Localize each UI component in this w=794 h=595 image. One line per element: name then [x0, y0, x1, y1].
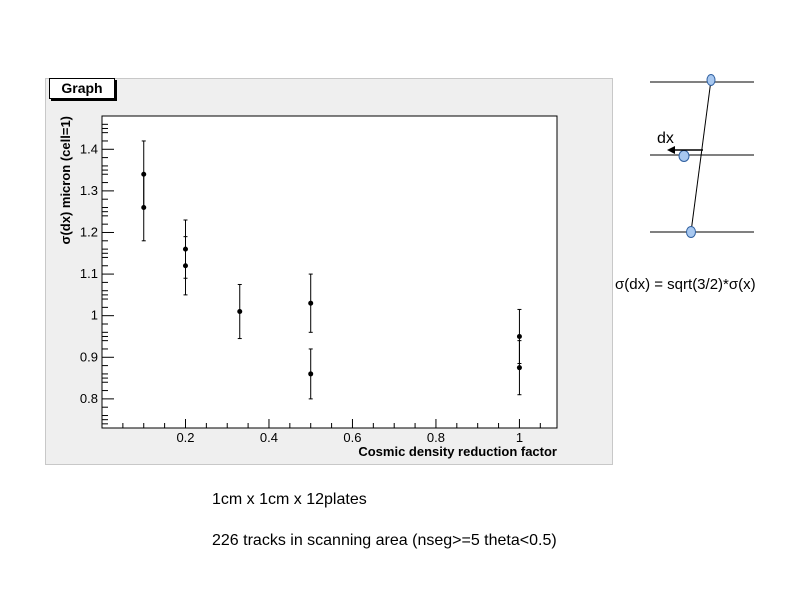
- data-point: [516, 365, 522, 371]
- segment-middle: [678, 150, 690, 162]
- caption-tracks: 226 tracks in scanning area (nseg>=5 the…: [212, 532, 557, 549]
- data-point: [308, 300, 314, 306]
- graph-title: Graph: [49, 78, 115, 99]
- track-line: [690, 79, 712, 233]
- caption-plates: 1cm x 1cm x 12plates: [212, 491, 367, 508]
- data-point: [308, 371, 314, 377]
- x-axis-label: Cosmic density reduction factor: [358, 444, 557, 459]
- y-tick-label: 1.3: [80, 183, 98, 198]
- y-tick-label: 1.1: [80, 266, 98, 281]
- data-point: [182, 263, 188, 269]
- y-axis-ticks: 0.8 0.9 1 1.1 1.2 1.3 1.4: [80, 115, 114, 425]
- data-point: [141, 205, 147, 211]
- track-diagram: dx σ(dx) = sqrt(3/2)*σ(x): [615, 74, 756, 293]
- y-tick-label: 0.8: [80, 391, 98, 406]
- dx-arrowhead: [667, 146, 675, 154]
- data-point: [237, 309, 243, 315]
- dx-label: dx: [657, 130, 674, 147]
- y-tick-label: 1.2: [80, 224, 98, 239]
- x-tick-label: 0.6: [343, 430, 361, 445]
- x-tick-label: 1: [516, 430, 523, 445]
- y-tick-label: 1: [91, 308, 98, 323]
- y-axis-label: σ(dx) micron (cell=1): [58, 116, 73, 244]
- plot-frame: [101, 115, 558, 429]
- x-tick-label: 0.8: [427, 430, 445, 445]
- y-tick-label: 1.4: [80, 141, 98, 156]
- data-point: [516, 333, 522, 339]
- data-points: [141, 140, 522, 400]
- formula-text: σ(dx) = sqrt(3/2)*σ(x): [615, 276, 756, 293]
- y-tick-label: 0.9: [80, 349, 98, 364]
- x-tick-label: 0.4: [260, 430, 278, 445]
- segment-top: [706, 74, 716, 86]
- segment-bottom: [686, 226, 696, 238]
- x-axis-ticks: 0.2 0.4 0.6 0.8 1: [122, 419, 541, 445]
- x-tick-label: 0.2: [176, 430, 194, 445]
